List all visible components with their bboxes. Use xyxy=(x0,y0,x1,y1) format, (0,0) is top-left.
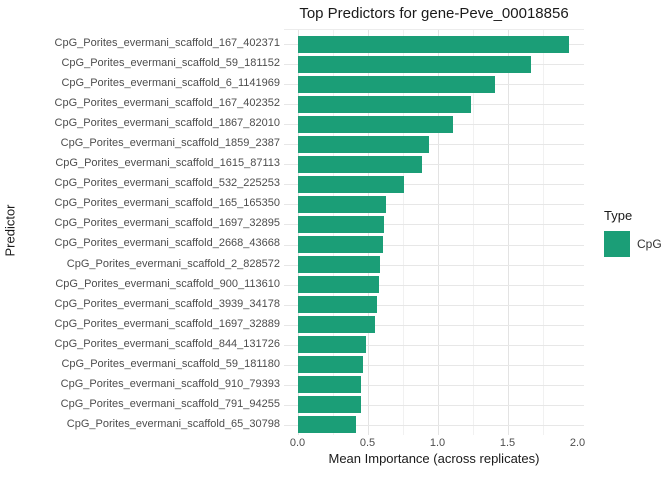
bar-row xyxy=(284,154,584,174)
bar xyxy=(297,155,423,173)
x-axis-tick-label: 1.5 xyxy=(499,437,516,449)
grid-line-category xyxy=(284,244,584,246)
y-axis-label: CpG_Porites_evermani_scaffold_6_1141969 xyxy=(61,77,280,90)
bar xyxy=(297,256,381,274)
bar-row xyxy=(284,94,584,114)
y-axis-label: CpG_Porites_evermani_scaffold_532_225253 xyxy=(54,177,280,190)
y-axis-label: CpG_Porites_evermani_scaffold_59_181152 xyxy=(61,57,280,70)
bar-row xyxy=(284,415,584,435)
grid-line-minor xyxy=(402,30,404,435)
y-axis-label: CpG_Porites_evermani_scaffold_844_131726 xyxy=(54,337,280,350)
y-axis-label: CpG_Porites_evermani_scaffold_2668_43668 xyxy=(54,237,280,250)
bar xyxy=(297,336,367,354)
grid-line-category xyxy=(284,404,584,406)
bar xyxy=(297,296,378,314)
legend-label: CpG xyxy=(637,237,662,251)
bar-row xyxy=(284,54,584,74)
y-axis-label: CpG_Porites_evermani_scaffold_3939_34178 xyxy=(54,297,280,310)
grid-line-category xyxy=(284,384,584,386)
bar-row xyxy=(284,214,584,234)
y-axis-label: CpG_Porites_evermani_scaffold_1867_82010 xyxy=(54,117,280,130)
x-axis-ticks: 0.0 0.5 1.0 1.5 2.0 xyxy=(284,437,586,451)
grid-line-category xyxy=(284,364,584,366)
bar xyxy=(297,236,383,253)
y-axis-label: CpG_Porites_evermani_scaffold_1697_32895 xyxy=(54,217,280,230)
bar-row xyxy=(284,255,584,275)
bar xyxy=(297,276,379,294)
y-axis-label: CpG_Porites_evermani_scaffold_167_402352 xyxy=(54,97,280,110)
grid-line-minor xyxy=(472,30,474,435)
y-axis-label: CpG_Porites_evermani_scaffold_791_94255 xyxy=(60,397,280,410)
y-axis-label: CpG_Porites_evermani_scaffold_59_181180 xyxy=(61,357,280,370)
bar-row xyxy=(284,375,584,395)
bar xyxy=(297,416,357,434)
bar-row xyxy=(284,315,584,335)
bar-row xyxy=(284,134,584,154)
bar xyxy=(297,376,361,394)
legend-title: Type xyxy=(604,208,633,223)
grid-line-category xyxy=(284,184,584,186)
bar-row xyxy=(284,295,584,315)
legend: Type CpG xyxy=(604,208,662,257)
grid-line-category xyxy=(284,304,584,306)
y-axis-label: CpG_Porites_evermani_scaffold_65_30798 xyxy=(66,417,280,430)
bar xyxy=(297,356,364,374)
y-axis-label: CpG_Porites_evermani_scaffold_2_828572 xyxy=(66,257,280,270)
grid-line-category xyxy=(284,284,584,286)
grid-line-category xyxy=(284,144,584,146)
bar-row xyxy=(284,355,584,375)
x-axis-tick-label: 0.0 xyxy=(289,437,306,449)
legend-entry: CpG xyxy=(604,231,662,257)
bar xyxy=(297,396,361,414)
bar-row xyxy=(284,114,584,134)
bar xyxy=(297,135,430,153)
bar xyxy=(297,75,495,93)
x-axis-tick-label: 2.0 xyxy=(569,437,586,449)
y-axis-label: CpG_Porites_evermani_scaffold_165_165350 xyxy=(54,197,280,210)
x-axis-tick-label: 1.0 xyxy=(429,437,446,449)
grid-line-category xyxy=(284,264,584,266)
bar xyxy=(297,115,453,133)
grid-line-major xyxy=(507,30,509,435)
y-axis-labels: CpG_Porites_evermani_scaffold_167_402371… xyxy=(0,33,280,434)
plot-panel xyxy=(284,29,584,435)
bar xyxy=(297,175,404,193)
grid-line-category xyxy=(284,204,584,206)
bar-row xyxy=(284,275,584,295)
grid-line-category xyxy=(284,324,584,326)
y-axis-label: CpG_Porites_evermani_scaffold_167_402371 xyxy=(54,37,280,49)
x-axis-title: Mean Importance (across replicates) xyxy=(328,451,540,466)
bar xyxy=(297,95,472,113)
bar xyxy=(297,35,570,53)
bar xyxy=(297,215,385,233)
bar-row xyxy=(284,235,584,255)
grid-line-category xyxy=(284,424,584,426)
bar-row xyxy=(284,174,584,194)
bar-row xyxy=(284,194,584,214)
x-axis-tick-label: 0.5 xyxy=(359,437,376,449)
bar xyxy=(297,55,532,73)
grid-line-category xyxy=(284,344,584,346)
bar-row xyxy=(284,395,584,415)
legend-swatch-icon xyxy=(604,231,630,257)
y-axis-label: CpG_Porites_evermani_scaffold_900_113610 xyxy=(55,277,280,290)
grid-line-major xyxy=(437,30,439,435)
grid-line-category xyxy=(284,224,584,226)
bar-row xyxy=(284,34,584,54)
y-axis-label: CpG_Porites_evermani_scaffold_1697_32889 xyxy=(54,317,280,330)
bar xyxy=(297,316,375,334)
chart-title: Top Predictors for gene-Peve_00018856 xyxy=(299,5,569,22)
y-axis-label: CpG_Porites_evermani_scaffold_1615_87113 xyxy=(55,157,280,170)
y-axis-label: CpG_Porites_evermani_scaffold_1859_2387 xyxy=(60,137,280,150)
grid-line-category xyxy=(284,164,584,166)
bar xyxy=(297,195,386,213)
y-axis-label: CpG_Porites_evermani_scaffold_910_79393 xyxy=(60,377,280,390)
bar-row xyxy=(284,74,584,94)
grid-line-minor xyxy=(542,30,544,435)
bar-row xyxy=(284,335,584,355)
